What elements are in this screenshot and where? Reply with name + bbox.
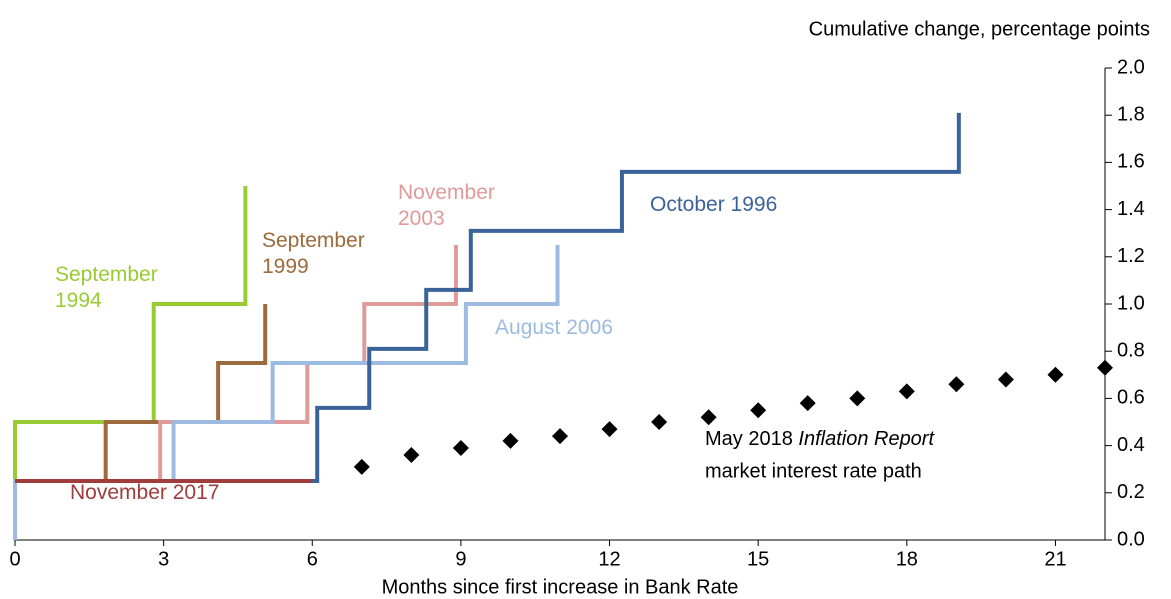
- diamond-marker: [997, 371, 1014, 388]
- diamond-marker: [750, 402, 767, 419]
- y-tick-label: 0.8: [1117, 339, 1145, 361]
- series-label: November 2003: [398, 181, 495, 230]
- diamond-marker: [502, 432, 519, 449]
- diamond-marker: [1047, 366, 1064, 383]
- series-label: August 2006: [495, 316, 613, 339]
- y-tick-label: 0.0: [1117, 528, 1145, 550]
- diamond-marker: [403, 447, 420, 464]
- x-tick-label: 21: [1044, 548, 1066, 570]
- series-label: October 1996: [650, 193, 778, 216]
- x-tick-label: 9: [455, 548, 466, 570]
- diamond-marker: [353, 458, 370, 475]
- diamond-marker: [898, 383, 915, 400]
- diamond-marker: [849, 390, 866, 407]
- x-tick-label: 18: [896, 548, 918, 570]
- annotation-text: May 2018: [705, 428, 798, 450]
- x-axis-title: Months since first increase in Bank Rate: [382, 576, 739, 598]
- x-tick-label: 15: [747, 548, 769, 570]
- y-tick-label: 1.4: [1117, 198, 1145, 220]
- y-tick-label: 2.0: [1117, 56, 1145, 78]
- y-axis-title: Cumulative change, percentage points: [809, 18, 1150, 40]
- diamond-marker: [1097, 359, 1113, 376]
- series-line: [15, 112, 961, 483]
- x-tick-label: 0: [9, 548, 20, 570]
- x-tick-label: 12: [598, 548, 620, 570]
- x-tick-label: 3: [158, 548, 169, 570]
- annotation: May 2018 Inflation Report: [705, 428, 935, 450]
- y-tick-label: 0.2: [1117, 481, 1145, 503]
- annotation-text: Inflation Report: [798, 428, 935, 450]
- series-label: November 2017: [70, 481, 220, 504]
- y-tick-label: 0.4: [1117, 434, 1145, 456]
- y-tick-label: 1.8: [1117, 103, 1145, 125]
- diamond-marker: [601, 421, 618, 438]
- diamond-marker: [948, 376, 965, 393]
- y-tick-label: 1.6: [1117, 151, 1145, 173]
- series-label: September 1994: [55, 263, 158, 312]
- y-tick-label: 0.6: [1117, 387, 1145, 409]
- diamond-marker: [700, 409, 717, 426]
- y-tick-label: 1.2: [1117, 245, 1145, 267]
- diamond-marker: [452, 439, 469, 456]
- series-line: [15, 304, 268, 483]
- annotation: market interest rate path: [705, 460, 922, 482]
- series-label: September 1999: [262, 229, 365, 278]
- y-tick-label: 1.0: [1117, 292, 1145, 314]
- diamond-marker: [799, 395, 816, 412]
- series-line: [13, 186, 248, 481]
- x-tick-label: 6: [307, 548, 318, 570]
- diamond-marker: [651, 414, 668, 430]
- diamond-marker: [552, 428, 568, 445]
